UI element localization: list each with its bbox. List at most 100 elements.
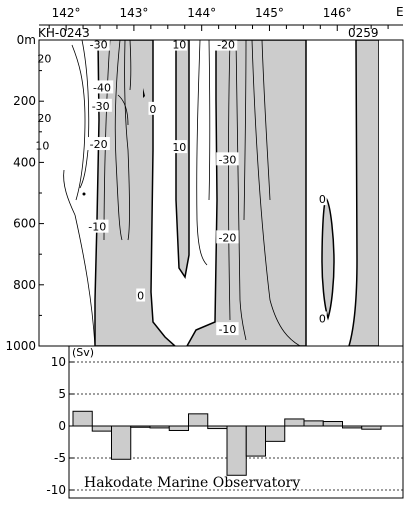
transport-bar bbox=[130, 425, 151, 428]
transport-bar bbox=[149, 425, 170, 429]
contour-label-box bbox=[136, 288, 146, 302]
contour-label-box bbox=[36, 111, 53, 125]
contour-label-box bbox=[317, 311, 327, 325]
contour-label: 0 bbox=[136, 288, 146, 303]
contour-label: -30 bbox=[216, 152, 239, 166]
shaded-region-east bbox=[348, 40, 379, 346]
contour-line bbox=[79, 40, 90, 189]
contour-label-box bbox=[216, 230, 239, 244]
contour-label-box bbox=[148, 101, 158, 115]
contour-label: 0 bbox=[317, 192, 327, 206]
depth-tick-label: 0m bbox=[17, 33, 36, 47]
contour-label: 20 bbox=[36, 111, 53, 125]
contour-line bbox=[117, 94, 129, 126]
transport-bar bbox=[303, 420, 324, 427]
contour-label-text: 0 bbox=[137, 290, 144, 303]
depth-tick-label: 600 bbox=[13, 217, 36, 231]
contour-label-box bbox=[214, 37, 238, 51]
contour-label-box bbox=[90, 80, 114, 94]
contour-line bbox=[124, 40, 130, 241]
contour-label-text: -10 bbox=[218, 323, 236, 336]
contour-label-text: -30 bbox=[92, 100, 110, 113]
bar-y-tick-label: -5 bbox=[54, 451, 66, 465]
contour-label-text: -20 bbox=[217, 39, 235, 52]
contour-label: 10 bbox=[171, 140, 188, 154]
contour-label: 20 bbox=[36, 51, 53, 65]
contour-label-text: -30 bbox=[218, 153, 236, 166]
contour-label-text: -20 bbox=[218, 231, 236, 244]
contour-label-text: -10 bbox=[88, 221, 106, 234]
bar-y-tick-label: 0 bbox=[58, 419, 66, 433]
speck bbox=[143, 88, 145, 98]
contour-label: 10 bbox=[34, 138, 51, 153]
transport-bar bbox=[72, 410, 93, 427]
bar-y-tick-label: 5 bbox=[58, 387, 66, 401]
contour-label-text: 0 bbox=[319, 312, 326, 325]
depth-tick-label: 400 bbox=[13, 155, 36, 169]
velocity-section-plot: 20 20 10 -30 -40 -30 -20 -10 0 0 10 10 -20 -30 -20 -10 0… bbox=[5, 5, 403, 353]
contour-label: -10 bbox=[216, 322, 239, 336]
contour-label: 0 bbox=[317, 311, 327, 325]
contour-label-text: 20 bbox=[37, 112, 51, 125]
transport-bar-chart: 10 5 0 -5 -10 (Sv) Hakodate Marine Observato… bbox=[46, 345, 404, 499]
bar-y-tick-label: 10 bbox=[51, 355, 66, 369]
x-ticks: 142° 143° 144° 145° 146° bbox=[48, 6, 389, 31]
bar-chart-frame bbox=[68, 345, 404, 499]
bar-y-tick-label: -10 bbox=[46, 483, 66, 497]
contour-label: -20 bbox=[87, 137, 110, 151]
section-right-label: 0259 bbox=[348, 26, 379, 40]
contour-line bbox=[208, 40, 211, 201]
x-tick-label: 144° bbox=[187, 6, 216, 20]
contour-line bbox=[74, 214, 96, 346]
transport-bar bbox=[342, 425, 363, 429]
contour-label-text: 0 bbox=[149, 103, 156, 116]
contour-label-text: 10 bbox=[172, 141, 186, 154]
x-tick-label: 142° bbox=[52, 6, 81, 20]
transport-bar bbox=[168, 425, 189, 431]
depth-tick-label: 1000 bbox=[5, 339, 36, 353]
contour-label-text: 0 bbox=[319, 193, 326, 206]
transport-bar bbox=[188, 413, 209, 427]
shaded-region-isolated bbox=[321, 196, 335, 321]
contour-line bbox=[251, 40, 301, 346]
contour-label-box bbox=[216, 322, 239, 336]
contour-label-text: 10 bbox=[35, 140, 49, 153]
contour-label: -40 bbox=[90, 80, 114, 94]
x-tick-label: 145° bbox=[255, 6, 284, 20]
contour-line bbox=[71, 44, 86, 201]
contour-line bbox=[129, 40, 132, 91]
contour-label-text: -40 bbox=[93, 81, 111, 94]
contour-line bbox=[228, 40, 231, 321]
transport-bar bbox=[91, 425, 112, 432]
contour-label-box bbox=[87, 137, 110, 151]
contour-label: -20 bbox=[216, 230, 239, 244]
transport-bar bbox=[322, 421, 343, 427]
transport-bar bbox=[245, 425, 266, 457]
bars bbox=[72, 410, 382, 476]
contour-line bbox=[63, 169, 76, 216]
contour-label-box bbox=[171, 37, 188, 51]
contour-line bbox=[261, 40, 271, 201]
contour-line bbox=[235, 40, 247, 341]
bar-unit-label: (Sv) bbox=[72, 346, 94, 359]
speck bbox=[82, 192, 86, 196]
top-axis: 142° 143° 144° 145° 146° KH-0243 0259 E bbox=[38, 5, 404, 40]
x-tick-label: 143° bbox=[119, 6, 148, 20]
contour-label-box bbox=[89, 98, 112, 112]
shaded-region-narrow bbox=[175, 40, 190, 279]
transport-bar bbox=[284, 418, 305, 427]
section-left-label: KH-0243 bbox=[38, 26, 90, 40]
transport-bar bbox=[207, 425, 228, 430]
contour-label: -10 bbox=[86, 219, 109, 234]
transport-bar bbox=[265, 425, 286, 442]
transport-bar bbox=[111, 425, 132, 460]
contour-label-text: -30 bbox=[90, 39, 108, 52]
depth-tick-label: 800 bbox=[13, 278, 36, 292]
bar-y-axis: 10 5 0 -5 -10 bbox=[46, 355, 74, 497]
x-axis-unit-label: E bbox=[396, 5, 404, 19]
contour-label-text: 10 bbox=[172, 39, 186, 52]
contour-label-box bbox=[216, 152, 239, 166]
contour-label-box bbox=[36, 51, 53, 65]
contour-label: -20 bbox=[214, 37, 238, 52]
